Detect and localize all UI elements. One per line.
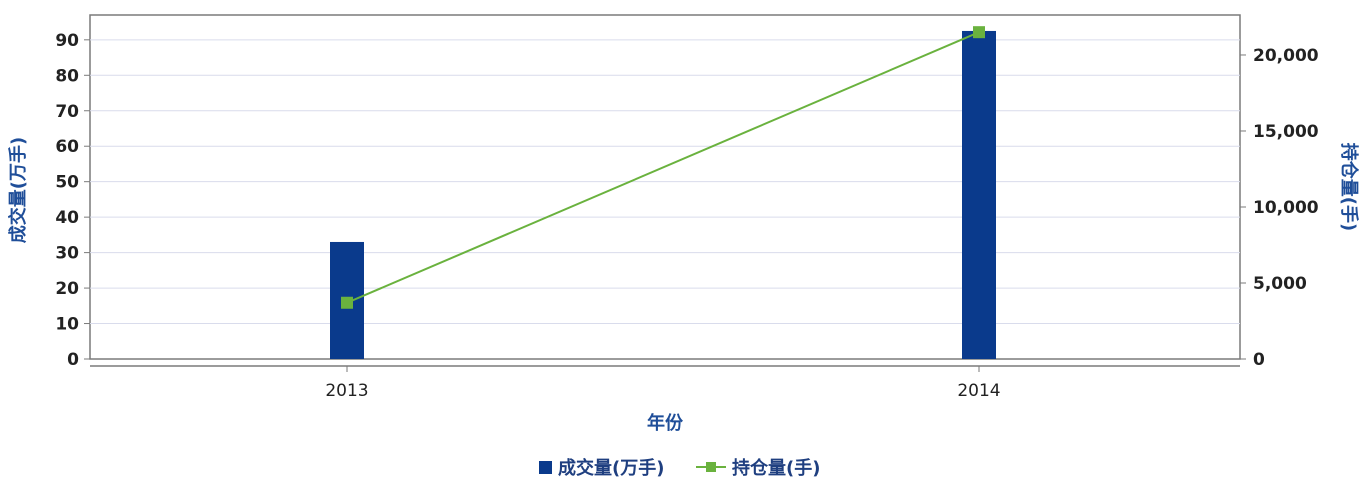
bar (962, 30, 996, 359)
right-tick-label: 0 (1253, 350, 1265, 370)
left-axis-ticks: 0 10 20 30 40 50 60 70 80 90 (55, 31, 90, 370)
right-axis-ticks: 0 5,000 10,000 15,000 20,000 (1240, 46, 1319, 370)
plot-area (89, 14, 1241, 360)
line-path (346, 31, 980, 304)
line-point (341, 296, 353, 309)
bars (330, 30, 996, 359)
left-tick-label: 20 (55, 279, 79, 299)
legend-line-label: 持仓量(手) (732, 457, 820, 477)
right-tick-label: 5,000 (1253, 274, 1307, 294)
left-tick-label: 10 (55, 315, 79, 335)
legend-bar-label: 成交量(万手) (558, 457, 664, 477)
right-tick-label: 10,000 (1253, 198, 1319, 218)
x-axis-ticks: 2013 2014 (325, 366, 1001, 401)
left-tick-label: 80 (55, 66, 79, 86)
legend: 成交量(万手) 持仓量(手) (539, 457, 820, 477)
grid-lines (90, 39, 1240, 325)
legend-line-marker (706, 462, 716, 472)
left-tick-label: 50 (55, 173, 79, 193)
legend-bar-swatch (539, 461, 552, 474)
line-series (341, 26, 985, 309)
left-tick-label: 60 (55, 137, 79, 157)
line-point (973, 26, 985, 39)
left-tick-label: 0 (67, 350, 79, 370)
x-tick-label: 2013 (325, 381, 368, 401)
right-tick-label: 20,000 (1253, 46, 1319, 66)
left-tick-label: 40 (55, 208, 79, 228)
left-tick-label: 70 (55, 102, 79, 122)
x-axis-title: 年份 (647, 412, 684, 434)
left-axis-title: 成交量(万手) (7, 137, 29, 243)
right-tick-label: 15,000 (1253, 122, 1319, 142)
left-tick-label: 30 (55, 244, 79, 264)
x-tick-label: 2014 (957, 381, 1000, 401)
right-axis-title: 持仓量(手) (1338, 143, 1360, 231)
left-tick-label: 90 (55, 31, 79, 51)
